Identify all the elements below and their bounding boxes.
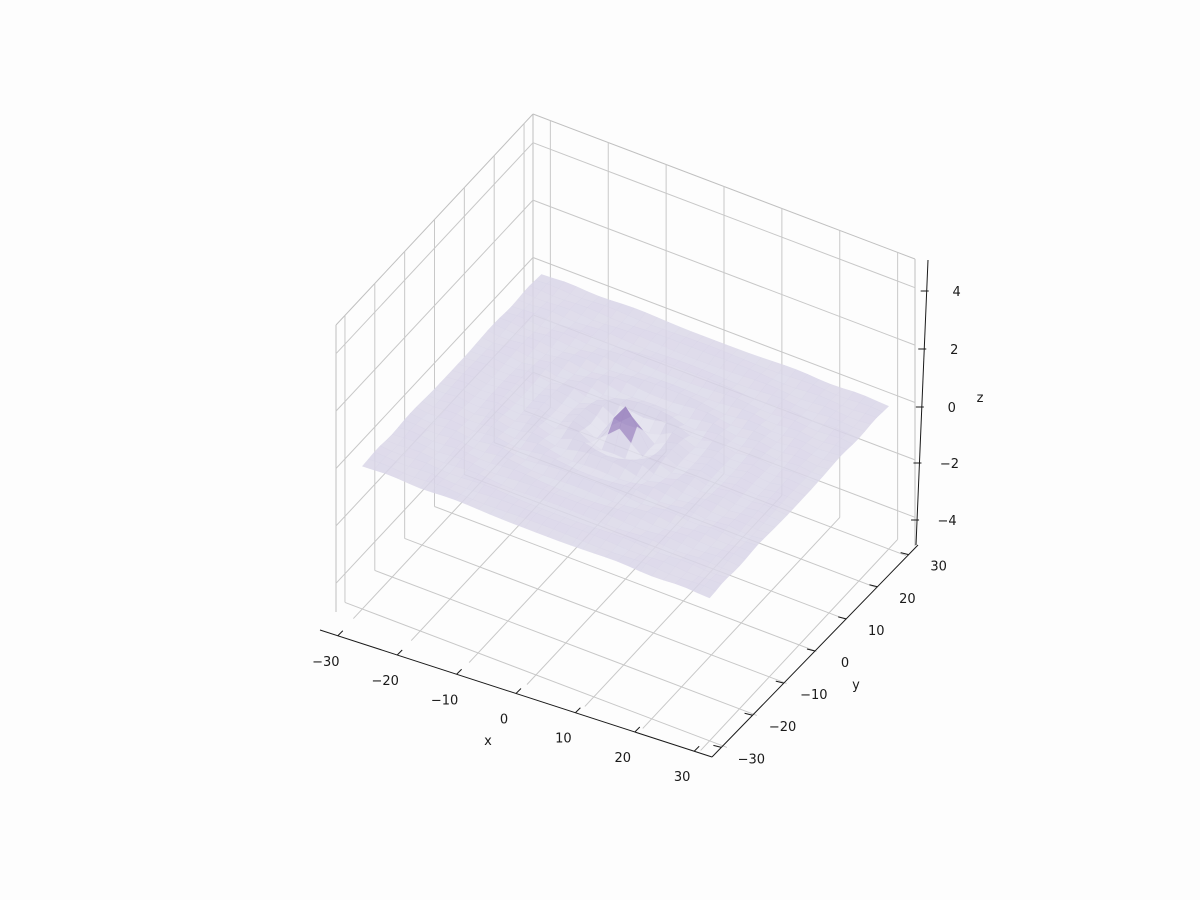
z-tick-label: 2 <box>950 343 958 358</box>
x-tick-mark <box>575 707 581 714</box>
y-tick-mark <box>806 648 816 652</box>
y-tick-label: 10 <box>868 624 885 639</box>
x-axis-label: x <box>484 734 492 749</box>
x-tick-mark <box>693 745 700 752</box>
x-tick-label: −30 <box>312 655 339 670</box>
x-tick-label: 0 <box>500 713 508 728</box>
x-tick-label: −20 <box>371 674 398 689</box>
y-tick-label: −30 <box>738 752 765 767</box>
y-tick-mark <box>775 680 784 684</box>
x-tick-mark <box>337 630 344 637</box>
x-tick-label: 20 <box>615 751 632 766</box>
z-tick-label: 4 <box>953 285 961 300</box>
y-tick-label: 0 <box>841 656 849 671</box>
grid-line-z-backwall <box>532 257 916 403</box>
z-tick-label: 0 <box>948 401 956 416</box>
grid-line-y-floor <box>404 538 787 684</box>
axis-labels: x y z <box>484 391 983 749</box>
x-tick-mark <box>515 688 522 694</box>
grid-line-z-sidewall <box>335 257 534 469</box>
z-tick-label: −4 <box>937 514 956 529</box>
surface-plot <box>362 274 889 599</box>
grid-line-z-sidewall <box>335 142 534 355</box>
y-axis-label: y <box>852 678 860 693</box>
x-tick-label: 30 <box>674 770 691 785</box>
z-axis-line <box>915 259 929 546</box>
y-tick-mark <box>869 584 878 588</box>
grid-line-y-floor <box>344 601 728 748</box>
grid-line-z-backwall <box>532 142 916 289</box>
grid-line-z-backwall <box>532 199 916 346</box>
y-tick-mark <box>713 744 722 748</box>
z-tick-label: −2 <box>940 457 959 472</box>
y-tick-label: −20 <box>769 720 796 735</box>
x-tick-mark <box>634 726 641 733</box>
y-tick-mark <box>838 616 847 620</box>
surface-face <box>697 585 716 599</box>
y-tick-mark <box>744 712 753 716</box>
z-axis-label: z <box>977 391 984 406</box>
grid-line-z-sidewall <box>335 199 534 412</box>
x-tick-label: 10 <box>555 732 572 747</box>
y-tick-label: 30 <box>930 560 947 575</box>
x-tick-mark <box>456 668 462 675</box>
grid-line-y-floor <box>434 506 817 652</box>
y-tick-label: −10 <box>800 688 827 703</box>
x-tick-mark <box>396 649 403 656</box>
x-tick-label: −10 <box>431 693 458 708</box>
grid-line-y-floor <box>374 569 757 716</box>
y-tick-label: 20 <box>899 592 916 607</box>
y-tick-mark <box>900 552 909 556</box>
